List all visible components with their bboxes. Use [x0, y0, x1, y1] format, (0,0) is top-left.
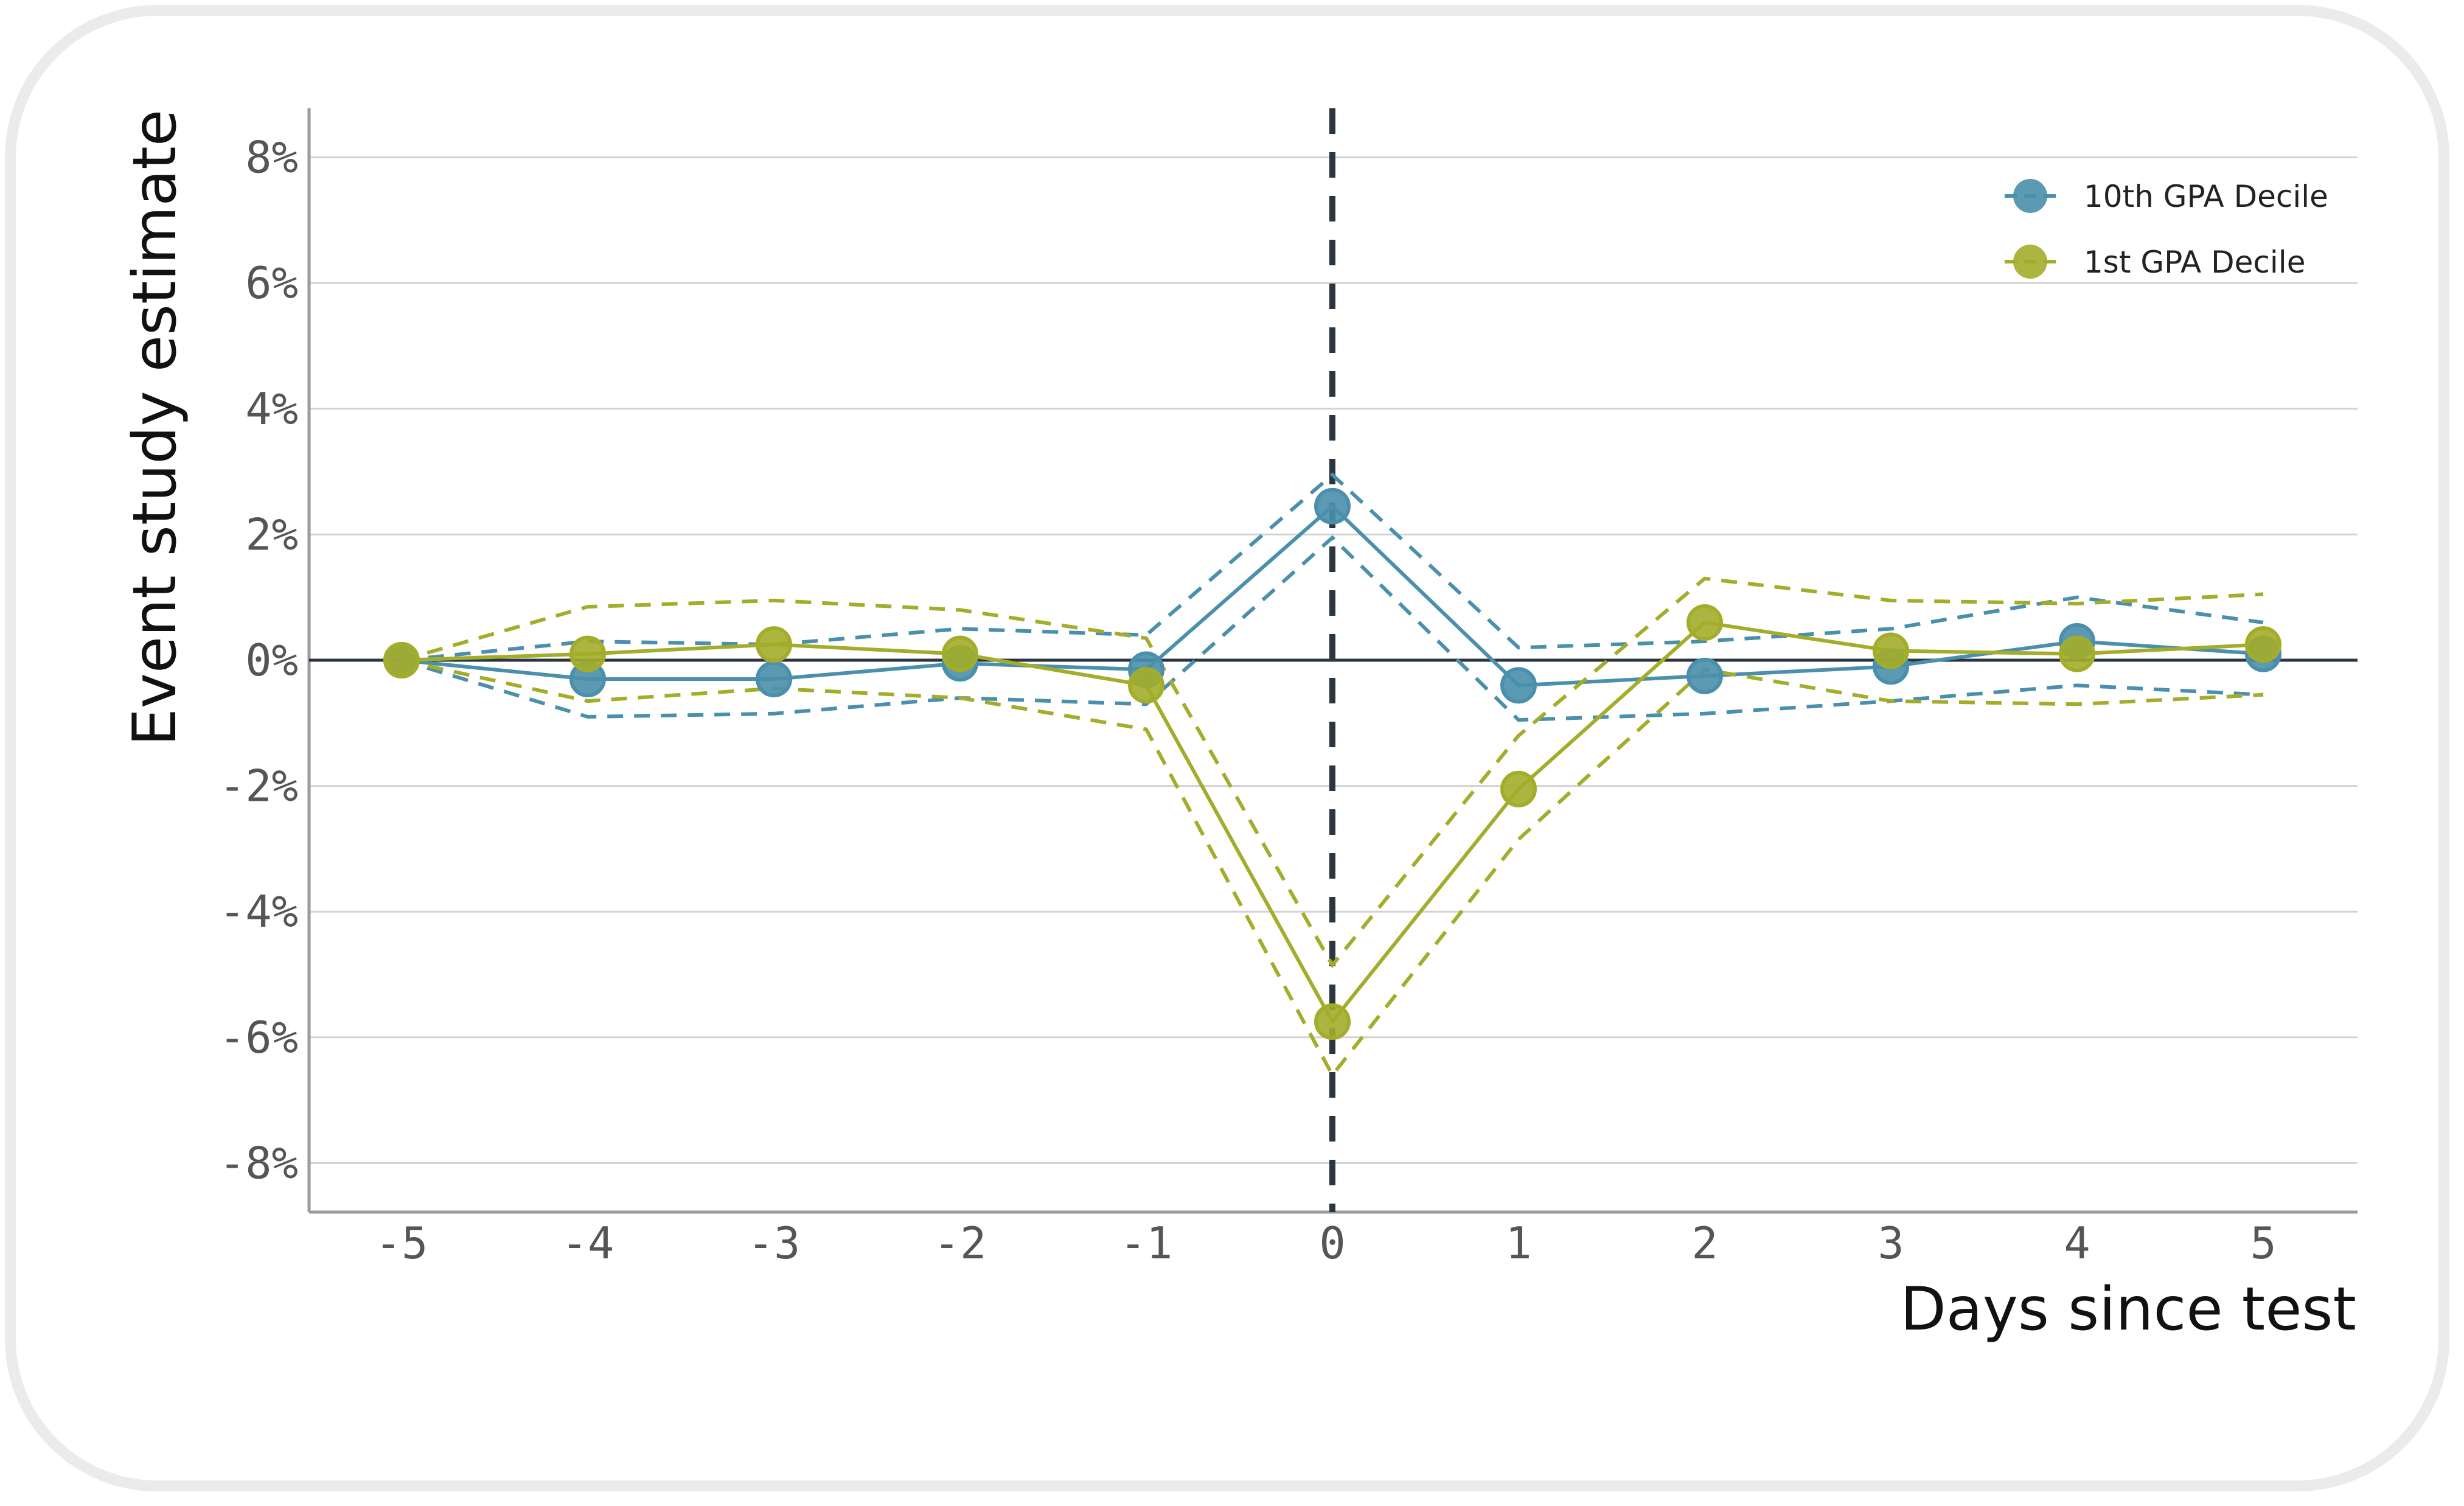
legend-item: 10th GPA Decile [2005, 179, 2328, 214]
y-tick-label: 8% [245, 132, 298, 183]
x-tick-label: 1 [1505, 1218, 1531, 1269]
x-tick-label: 3 [1878, 1218, 1904, 1269]
y-tick-label: 6% [245, 257, 298, 309]
x-tick-labels: -5 -4 -3 -2 -1 0 1 2 3 4 5 [375, 1218, 2277, 1269]
ci-upper-line [401, 472, 2264, 662]
data-point [1314, 1003, 1351, 1040]
x-tick-label: 0 [1319, 1218, 1345, 1269]
x-tick-label: -4 [562, 1218, 614, 1269]
data-point [1686, 657, 1723, 694]
data-point [2059, 635, 2095, 672]
data-point [756, 626, 792, 663]
x-tick-label: 5 [2250, 1218, 2276, 1269]
legend-label: 10th GPA Decile [2084, 179, 2328, 214]
x-tick-label: 4 [2064, 1218, 2090, 1269]
y-tick-label: -8% [219, 1137, 298, 1188]
y-tick-label: -4% [219, 886, 298, 937]
y-tick-label: -6% [219, 1012, 298, 1063]
legend-swatch-marker [2013, 179, 2047, 213]
legend-swatch-marker [2013, 245, 2047, 279]
legend-item: 1st GPA Decile [2005, 245, 2305, 280]
x-axis-title: Days since test [1900, 1275, 2356, 1344]
data-point [2245, 626, 2281, 663]
data-point [1500, 770, 1537, 807]
x-tick-label: -3 [748, 1218, 801, 1269]
data-point [1314, 487, 1351, 525]
series-layer [383, 472, 2281, 1079]
data-point [942, 635, 978, 672]
x-tick-label: -2 [934, 1218, 987, 1269]
axes [307, 108, 2358, 1214]
y-tick-labels: -8% -6% -4% -2% 0% 2% 4% 6% 8% [219, 132, 298, 1189]
data-point [1686, 604, 1723, 641]
data-point [1873, 632, 1909, 669]
ci-lower-line [401, 535, 2264, 722]
y-axis-title: Event study estimate [120, 110, 190, 746]
y-tick-label: 0% [245, 635, 298, 686]
y-tick-label: 2% [245, 509, 298, 560]
y-tick-label: 4% [245, 383, 298, 434]
data-point [756, 660, 792, 697]
x-tick-label: -5 [375, 1218, 428, 1269]
x-tick-label: 2 [1691, 1218, 1717, 1269]
data-point [1128, 667, 1164, 704]
y-tick-label: -2% [219, 761, 298, 812]
ci-upper-line [401, 576, 2264, 969]
data-point [383, 642, 420, 678]
x-tick-label: -1 [1120, 1218, 1173, 1269]
legend-label: 1st GPA Decile [2084, 245, 2305, 280]
data-point [1500, 667, 1537, 704]
data-point [569, 635, 606, 672]
legend: 10th GPA Decile 1st GPA Decile [2005, 179, 2328, 280]
